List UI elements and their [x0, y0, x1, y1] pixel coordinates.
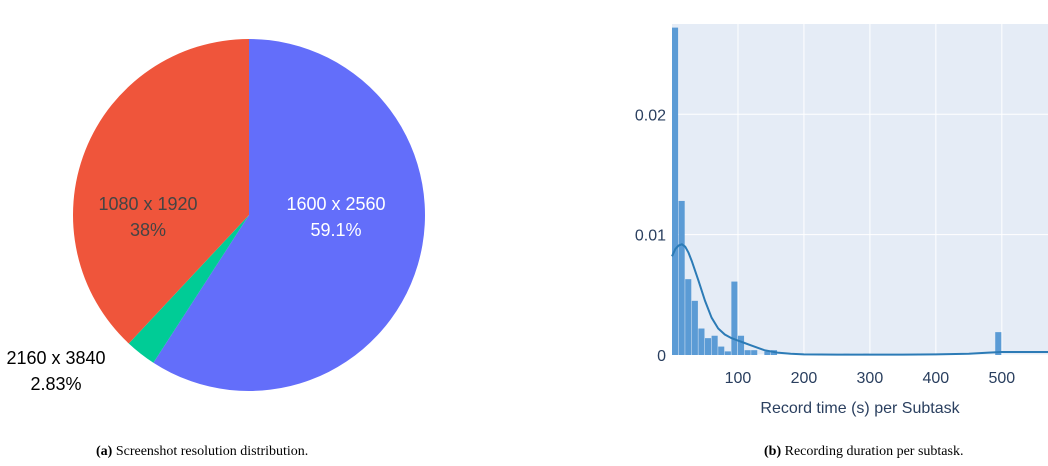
histogram-bar-7 [718, 346, 725, 355]
caption-b: (b) Recording duration per subtask. [764, 444, 963, 460]
histogram-bar-12 [751, 350, 758, 355]
caption-b-label: (b) [764, 444, 782, 459]
pie-slice-percent-2: 38% [130, 220, 166, 240]
histogram-bar-18 [995, 332, 1002, 355]
histogram-bar-9 [731, 281, 738, 355]
pie-slice-percent-1: 2.83% [30, 374, 81, 394]
histogram-bar-11 [744, 350, 751, 355]
histogram-bar-13 [764, 351, 771, 355]
x-axis-label: Record time (s) per Subtask [760, 400, 960, 417]
histogram-bar-0 [672, 27, 679, 356]
pie-chart: 1600 x 2560 59.1% 2160 x 3840 2.83% 1080 x 1… [6, 39, 425, 394]
histogram-bar-2 [685, 279, 692, 355]
x-tick-label: 300 [857, 370, 884, 387]
caption-b-text: Recording duration per subtask. [784, 444, 964, 459]
caption-a-text: Screenshot resolution distribution. [115, 444, 309, 459]
y-tick-label: 0.01 [635, 228, 666, 245]
pie-slice-label-2: 1080 x 1920 [98, 194, 197, 214]
histogram-bar-3 [691, 300, 698, 355]
x-tick-label: 100 [725, 370, 752, 387]
pie-slice-0 [153, 39, 425, 391]
histogram-bar-6 [711, 335, 718, 355]
x-tick-label: 400 [923, 370, 950, 387]
histogram-bar-5 [704, 338, 712, 355]
pie-slice-1 [128, 215, 249, 363]
pie-slice-label-0: 1600 x 2560 [286, 194, 385, 214]
y-tick-label: 0.02 [635, 107, 666, 124]
x-tick-label: 500 [988, 370, 1015, 387]
caption-a: (a) Screenshot resolution distribution. [96, 444, 308, 460]
histogram-chart: 0 0.01 0.02 100 200 300 400 500 Record time (s) … [635, 24, 1048, 417]
plot-background [672, 24, 1048, 355]
histogram-bar-1 [678, 200, 685, 355]
density-curve [671, 243, 1048, 356]
y-tick-label: 0 [657, 348, 666, 365]
pie-slice-percent-0: 59.1% [310, 220, 361, 240]
histogram-bar-10 [737, 335, 745, 355]
histogram-bar-4 [698, 328, 705, 355]
histogram-bar-8 [724, 351, 731, 355]
pie-slice-2 [72, 39, 249, 344]
x-tick-label: 200 [791, 370, 818, 387]
caption-a-label: (a) [96, 444, 113, 459]
pie-slice-label-1: 2160 x 3840 [6, 348, 105, 368]
